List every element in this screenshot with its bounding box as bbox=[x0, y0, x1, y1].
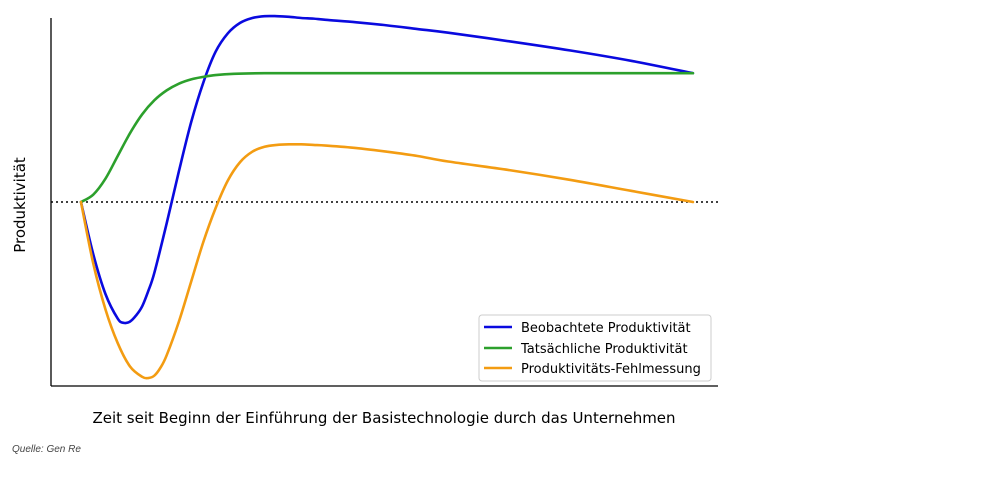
series-line-observed bbox=[79, 14, 695, 325]
legend-label-mismeasurement: Produktivitäts-Fehlmessung bbox=[521, 362, 701, 377]
x-axis-label: Zeit seit Beginn der Einführung der Basi… bbox=[92, 409, 675, 427]
series-line-actual bbox=[79, 71, 695, 204]
plot-area bbox=[51, 14, 718, 380]
legend-label-observed: Beobachtete Produktivität bbox=[521, 321, 691, 336]
legend: Beobachtete Produktivität Tatsächliche P… bbox=[478, 314, 712, 382]
legend-frame bbox=[478, 314, 712, 382]
y-axis-label: Produktivität bbox=[11, 157, 29, 253]
series-line-mismeasurement bbox=[79, 142, 695, 380]
source-note: Quelle: Gen Re bbox=[12, 444, 81, 455]
legend-label-actual: Tatsächliche Produktivität bbox=[520, 342, 688, 357]
